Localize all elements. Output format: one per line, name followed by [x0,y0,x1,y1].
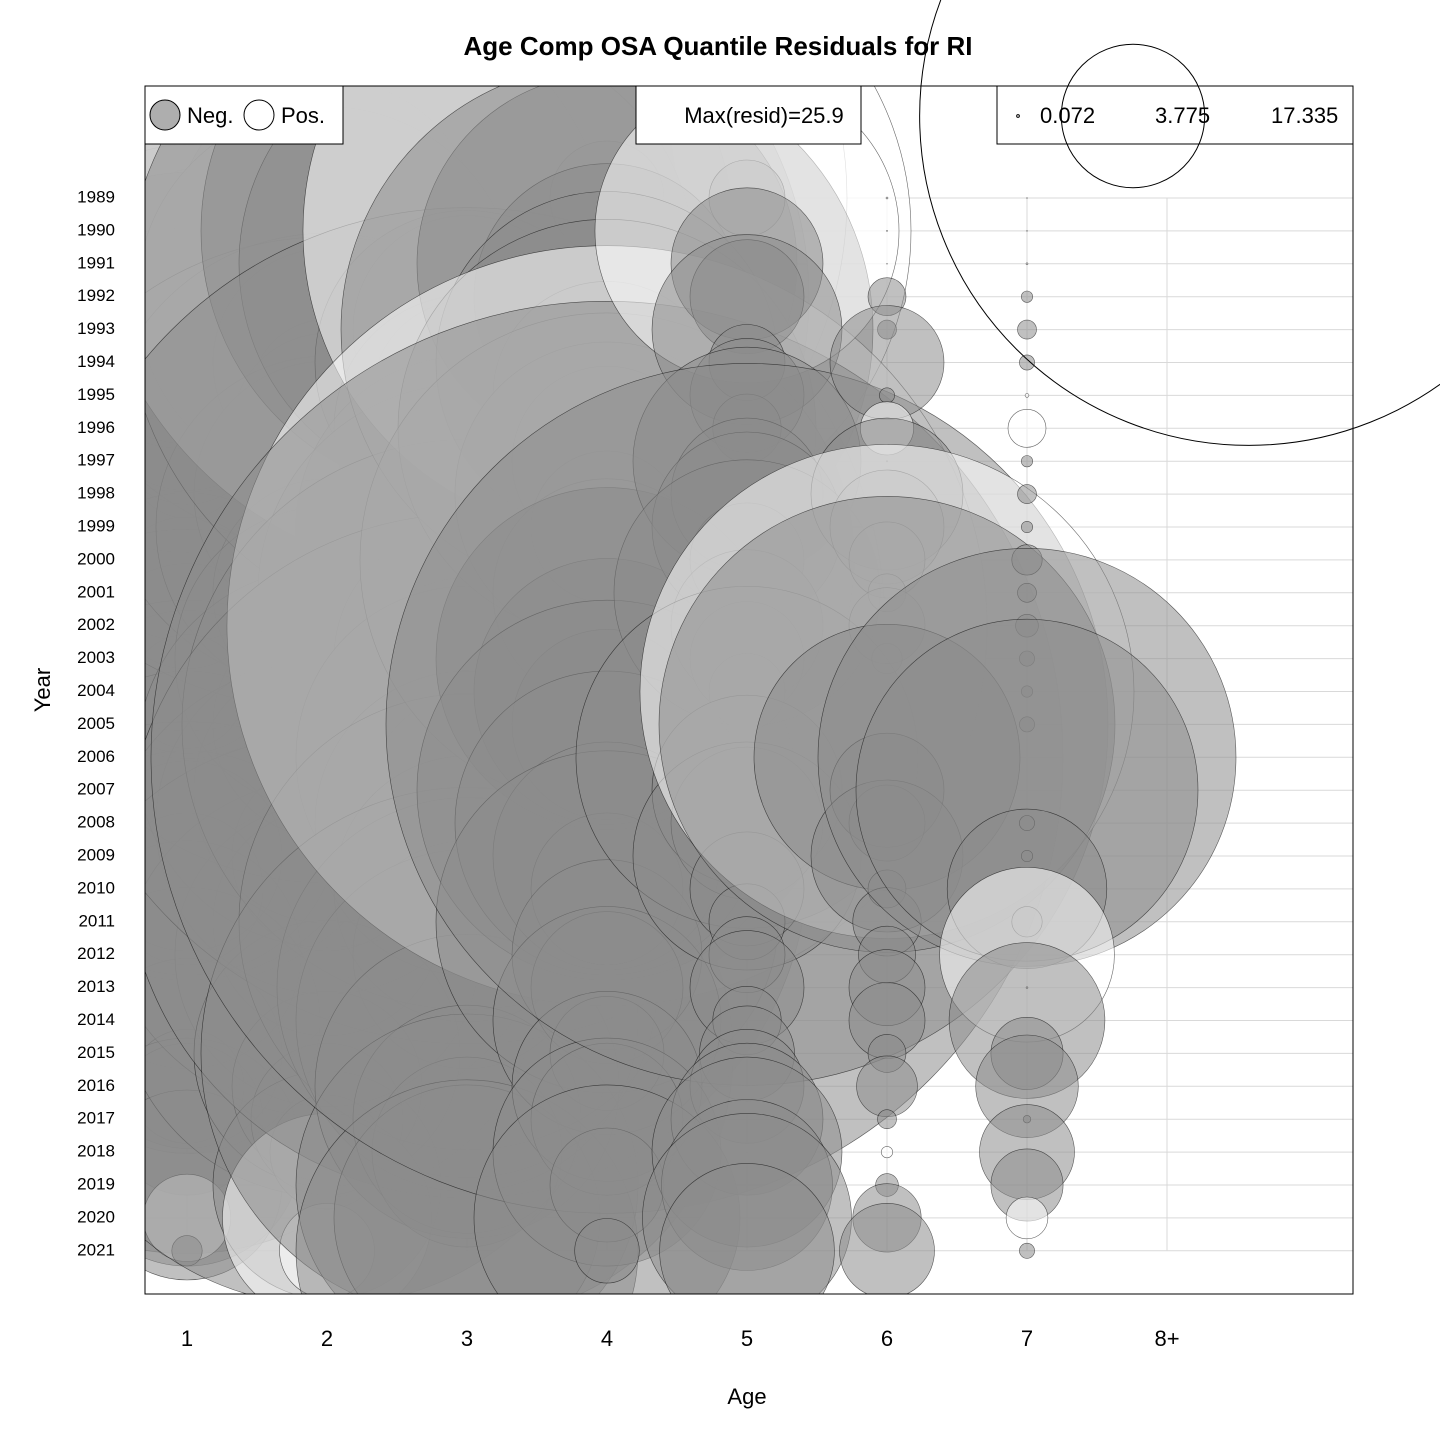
x-tick-label: 6 [881,1326,893,1351]
bubbles [145,86,1237,1294]
bubble [880,1146,893,1159]
legend-label: Pos. [281,103,325,128]
bubble [659,1163,835,1294]
size-legend-label: 17.335 [1271,103,1338,128]
y-tick-label: 2008 [77,813,115,832]
x-tick-label: 2 [321,1326,333,1351]
bubble [886,230,888,232]
y-tick-label: 1993 [77,319,115,338]
size-legend-marker [1016,114,1020,118]
bubble [1024,393,1030,398]
bubble [1026,197,1028,199]
y-tick-label: 1995 [77,385,115,404]
y-tick-label: 2004 [77,681,115,700]
bubble [1020,455,1033,468]
x-tick-label: 3 [461,1326,473,1351]
bubble [1020,520,1033,533]
y-tick-label: 2017 [77,1109,115,1128]
y-axis-label: Year [30,668,55,712]
annotation: Max(resid)=25.9 [684,103,844,128]
bubble [1026,230,1028,232]
y-tick-label: 2012 [77,944,115,963]
bubble [839,1203,935,1294]
size-legend-marker [919,0,1440,446]
bubble [1020,290,1033,303]
bubble [856,1055,918,1118]
y-tick-label: 1990 [77,220,115,239]
legend-marker [243,99,275,131]
bubble [1007,408,1047,448]
bubble [877,1109,897,1129]
x-tick-label: 4 [601,1326,613,1351]
bubble [886,263,888,265]
y-tick-label: 1999 [77,516,115,535]
size-legend-label: 0.072 [1040,103,1095,128]
bubble [879,387,895,404]
y-tick-label: 2019 [77,1174,115,1193]
y-tick-label: 2005 [77,714,115,733]
y-tick-label: 2018 [77,1142,115,1161]
bubble [885,196,889,200]
legend: Max(resid)=25.9 Neg. Pos. 0.072 3.775 17.335 [144,0,1440,446]
y-tick-label: 2014 [77,1010,115,1029]
chart-title: Age Comp OSA Quantile Residuals for RI [464,31,973,61]
y-tick-label: 1996 [77,418,115,437]
y-tick-label: 1997 [77,451,115,470]
size-legend-label: 3.775 [1155,103,1210,128]
y-tick-label: 2013 [77,977,115,996]
y-tick-label: 2000 [77,549,115,568]
y-tick-label: 2009 [77,845,115,864]
legend-marker [149,99,181,131]
bubble [1019,1242,1035,1259]
y-tick-label: 1989 [77,187,115,206]
y-tick-label: 1994 [77,352,115,371]
x-axis-label: Age [727,1384,766,1409]
y-tick-label: 2007 [77,780,115,799]
bubble [1017,484,1037,504]
y-tick-label: 2003 [77,648,115,667]
size-legend-marker [1060,43,1206,189]
y-tick-label: 2016 [77,1076,115,1095]
annotation-box [635,85,862,145]
x-tick-label: 5 [741,1326,753,1351]
y-tick-label: 1992 [77,286,115,305]
bubble [1025,262,1029,266]
y-tick-label: 2010 [77,878,115,897]
bubble [1017,319,1037,340]
y-tick-label: 2015 [77,1043,115,1062]
x-tick-label: 1 [181,1326,193,1351]
y-tick-label: 1991 [77,253,115,272]
bubble [1005,1196,1049,1240]
y-tick-label: 2006 [77,747,115,766]
y-tick-label: 2001 [77,582,115,601]
x-tick-label: 7 [1021,1326,1033,1351]
legend-label: Neg. [187,103,233,128]
y-tick-label: 2002 [77,615,115,634]
bubble [574,1218,640,1284]
y-tick-label: 2020 [77,1207,115,1226]
y-tick-label: 1998 [77,484,115,503]
bubble [1019,354,1035,371]
size-legend-box [996,85,1354,145]
x-tick-label: 8+ [1154,1326,1179,1351]
y-tick-label: 2021 [77,1240,115,1259]
y-tick-label: 2011 [78,911,115,930]
